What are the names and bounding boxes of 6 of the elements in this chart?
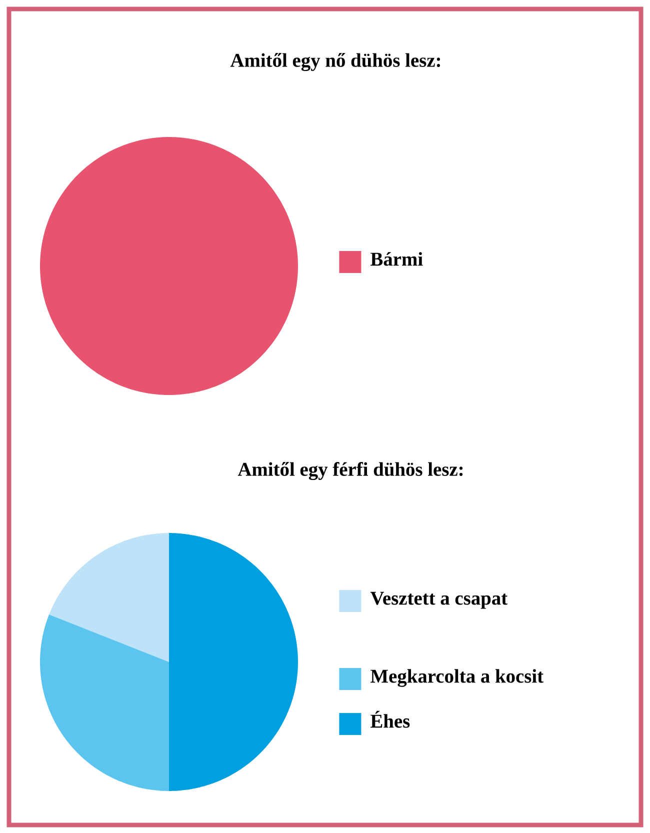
- legend-label: Bármi: [370, 252, 423, 266]
- legend-label: Éhes: [370, 710, 410, 728]
- legend-label: Megkarcolta a kocsit: [370, 669, 544, 687]
- legend-label: Vesztett a csapat: [370, 592, 508, 609]
- chart-title: Amitől egy nő dühös lesz:: [230, 53, 440, 72]
- chart-title: Amitől egy férfi dühös lesz:: [238, 462, 463, 480]
